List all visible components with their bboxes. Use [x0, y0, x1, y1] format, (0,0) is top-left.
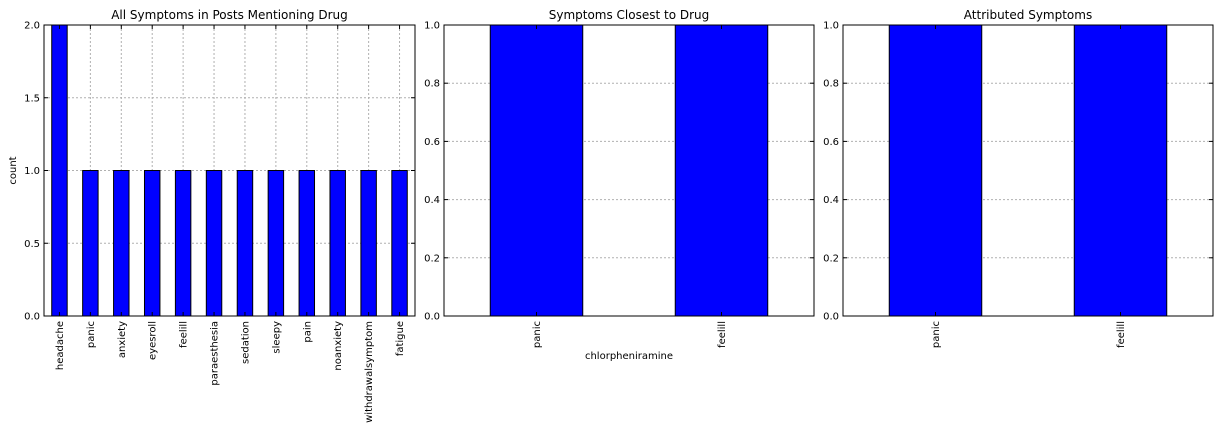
axes-frame [842, 24, 1214, 317]
x-tick-label: feelill [179, 321, 190, 348]
x-tick-label: panic [86, 321, 97, 348]
y-tick-label: 0.0 [424, 312, 440, 323]
y-tick-label: 0.8 [823, 79, 839, 90]
x-tick-label: feelill [717, 321, 728, 348]
bar-panic [888, 24, 983, 317]
bar-panic [82, 170, 99, 317]
y-tick-label: 0.0 [823, 312, 839, 323]
x-axis-label: chlorpheniramine [585, 351, 673, 362]
x-tick-label: eyesroll [148, 321, 159, 360]
y-tick-label: 0.0 [24, 312, 40, 323]
x-tick-label: pain [302, 321, 313, 343]
x-tick-label: anxiety [117, 321, 128, 358]
x-tick-label: noanxiety [333, 321, 344, 371]
chart-title: All Symptoms in Posts Mentioning Drug [111, 8, 348, 22]
bar-noanxiety [329, 170, 346, 317]
bar-feelill [674, 24, 769, 317]
y-tick-label: 0.8 [424, 79, 440, 90]
x-tick-label: paraesthesia [210, 321, 221, 386]
x-tick-label: headache [55, 321, 66, 370]
x-tick-label: withdrawalsymptom [364, 321, 375, 423]
chart-panel-2: 0.0 0.2 0.4 0.6 0.8 1.0 panic feelill Symptoms C… [424, 8, 815, 362]
y-tick-label: 1.0 [823, 21, 839, 32]
x-tick-label: feelill [1116, 321, 1127, 348]
bar-pain [298, 170, 316, 317]
bar-panic [489, 24, 584, 317]
y-axis-label: count [8, 156, 19, 184]
y-tick-label: 0.6 [823, 137, 839, 148]
axes-frame [443, 24, 815, 317]
bar-feelill [174, 170, 192, 317]
bar-eyesroll [143, 170, 161, 317]
chart-title: Attributed Symptoms [964, 8, 1092, 22]
chart-panel-1: 0.0 0.5 1.0 1.5 2.0 headache panic anxiety eyesr… [8, 8, 416, 423]
y-tick-label: 1.0 [24, 166, 40, 177]
bar-sleepy [267, 170, 285, 317]
y-tick-label: 1.5 [24, 93, 40, 104]
y-tick-label: 1.0 [424, 21, 440, 32]
y-tick-label: 0.2 [424, 253, 440, 264]
bar-withdrawalsymptom [360, 170, 377, 317]
y-tick-label: 0.4 [424, 195, 440, 206]
y-tick-label: 0.4 [823, 195, 839, 206]
bar-headache [51, 24, 68, 317]
x-tick-label: sedation [240, 321, 251, 364]
bar-paraesthesia [205, 170, 223, 317]
bar-feelill [1073, 24, 1168, 317]
y-tick-label: 2.0 [24, 21, 40, 32]
bar-fatigue [391, 170, 408, 317]
x-tick-label: sleepy [271, 321, 282, 354]
y-tick-label: 0.5 [24, 239, 40, 250]
y-tick-label: 0.6 [424, 137, 440, 148]
y-tick-label: 0.2 [823, 253, 839, 264]
chart-title: Symptoms Closest to Drug [549, 8, 710, 22]
x-tick-label: panic [532, 321, 543, 348]
chart-panel-3: 0.0 0.2 0.4 0.6 0.8 1.0 panic feelill Attributed… [823, 8, 1214, 348]
bar-sedation [236, 170, 254, 317]
x-tick-label: panic [931, 321, 942, 348]
x-tick-label: fatigue [395, 321, 406, 356]
bar-anxiety [113, 170, 130, 317]
